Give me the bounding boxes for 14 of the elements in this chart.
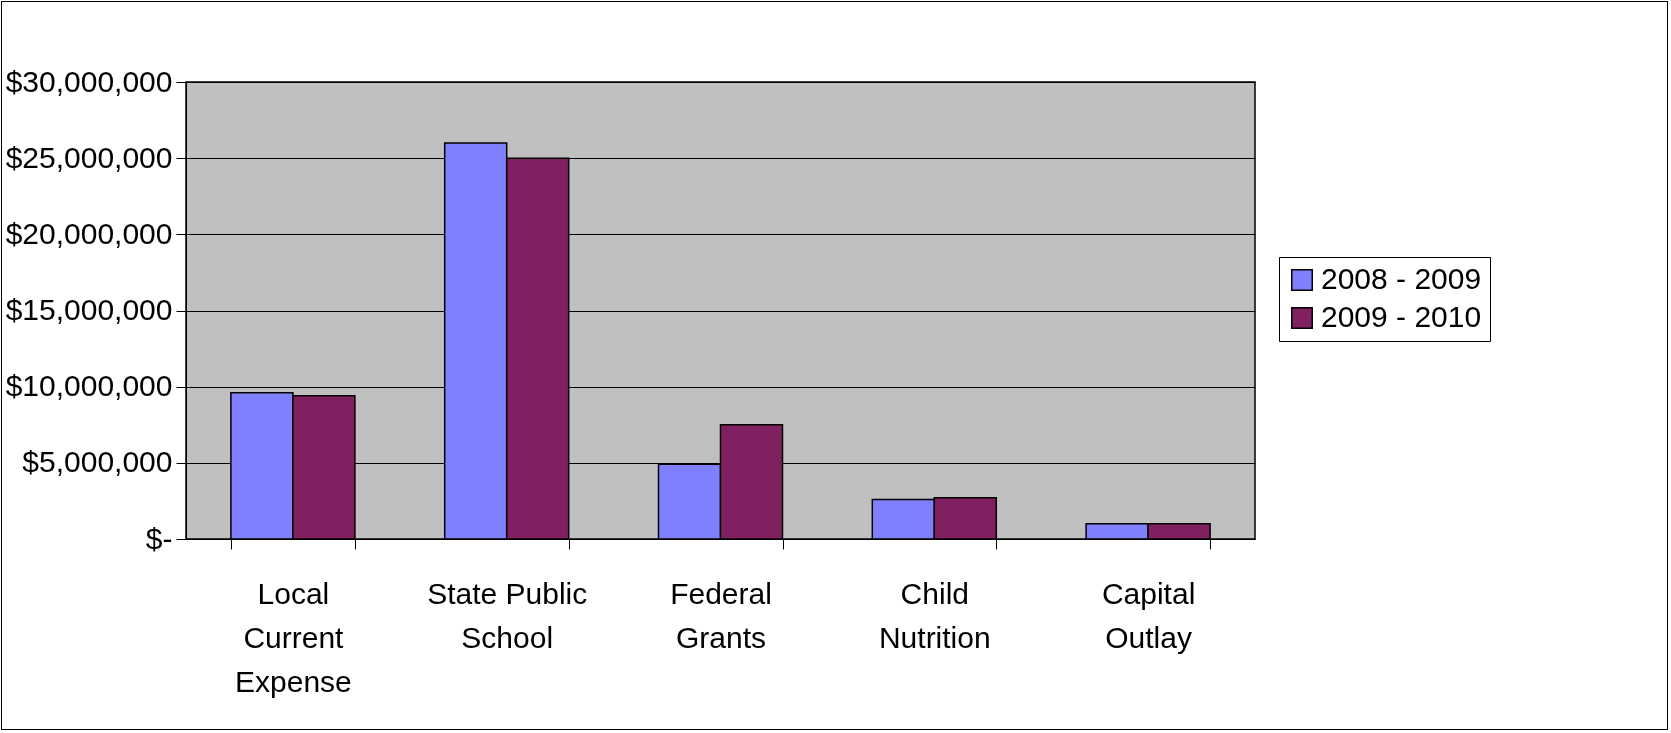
x-tick-label: Capital Outlay — [1101, 576, 1196, 654]
y-tick-label: $30,000,000 — [5, 64, 173, 98]
y-tick-label: $15,000,000 — [5, 293, 173, 326]
legend-label: 2008 - 2009 — [1321, 262, 1482, 295]
x-tick-label: Child Nutrition — [878, 576, 991, 654]
legend-label: 2009 - 2010 — [1321, 300, 1482, 333]
y-tick-label: $- — [145, 521, 173, 555]
y-tick-label: $25,000,000 — [5, 140, 173, 174]
y-tick-label: $10,000,000 — [5, 369, 173, 403]
y-tick-label: $5,000,000 — [22, 445, 173, 479]
y-tick-label: $20,000,000 — [5, 216, 173, 250]
x-tick-label: Federal Grants — [670, 576, 772, 654]
x-tick-label: State Public School — [427, 576, 588, 654]
x-tick-label: Local Current Expense — [235, 576, 352, 698]
